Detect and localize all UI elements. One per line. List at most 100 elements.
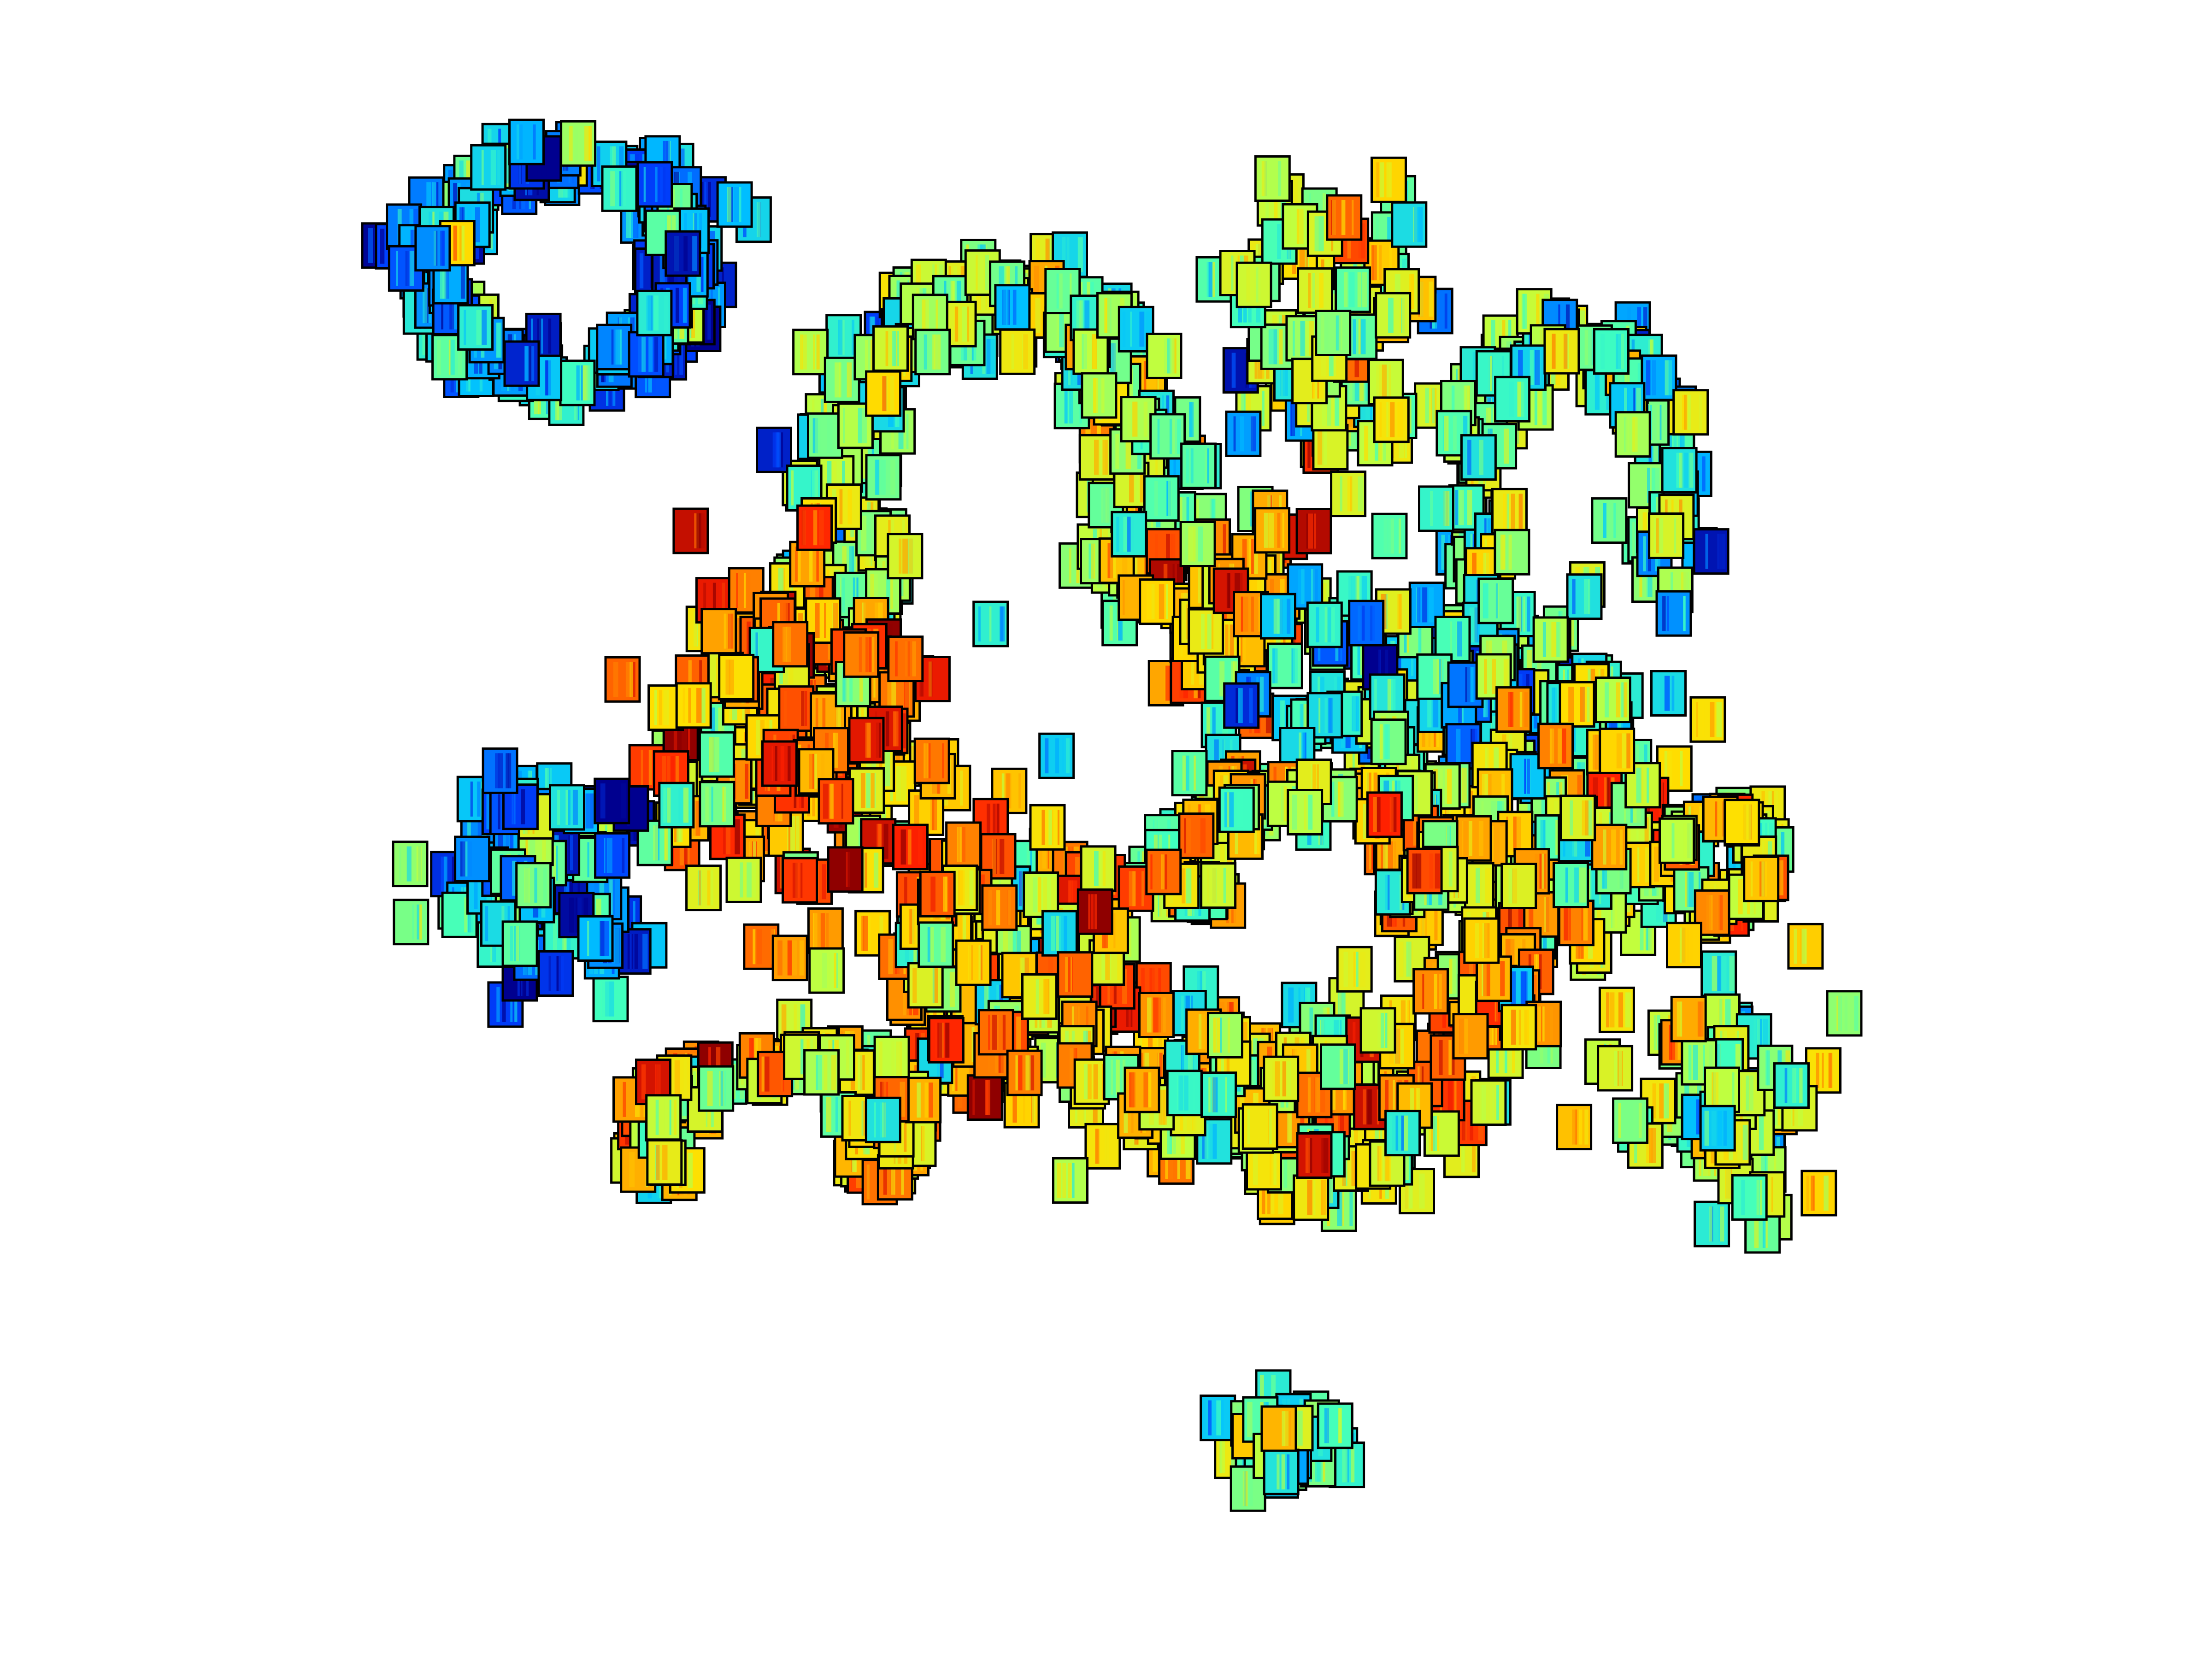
thumbnail-tile [807, 412, 843, 459]
thumbnail-tile [1452, 1013, 1489, 1060]
thumbnail-tile [1599, 727, 1635, 774]
thumbnail-tile [1038, 732, 1075, 779]
thumbnail-tile [1218, 786, 1255, 833]
thumbnail-tile [771, 935, 808, 982]
thumbnail-tile [1149, 413, 1186, 460]
thumbnail-tile [1463, 917, 1500, 964]
thumbnail-tile [1178, 812, 1215, 859]
thumbnail-tile [1373, 396, 1410, 443]
thumbnail-tile [457, 304, 494, 351]
thumbnail-tile [1021, 973, 1058, 1020]
thumbnail-tile [549, 784, 585, 831]
thumbnail-tile [1315, 310, 1352, 356]
thumbnail-tile [577, 915, 614, 962]
thumbnail-tile [1591, 497, 1628, 544]
thumbnail-tile [1052, 1157, 1088, 1204]
thumbnail-tile [1084, 1123, 1121, 1170]
thumbnail-tile [1661, 447, 1698, 494]
thumbnail-tile [1495, 686, 1532, 733]
thumbnail-tile [501, 920, 538, 967]
thumbnail-tile [1293, 1174, 1330, 1221]
thumbnail-tile [665, 230, 701, 277]
thumbnail-tile [778, 685, 815, 732]
thumbnail-tile [1391, 201, 1428, 248]
thumbnail-tile [1077, 888, 1113, 935]
thumbnail-tile [700, 608, 737, 655]
thumbnail-tile [1598, 986, 1635, 1033]
thumbnail-tile [818, 778, 854, 825]
thumbnail-tile [981, 884, 1018, 931]
thumbnail-tile [515, 862, 552, 909]
thumbnail-tile [1724, 799, 1760, 846]
thumbnail-tile [1655, 590, 1692, 637]
thumbnail-tile [994, 284, 1031, 331]
thumbnail-tile [1330, 471, 1367, 518]
thumbnail-tile [592, 976, 629, 1023]
thumbnail-tile [1179, 521, 1216, 567]
thumbnail-tile [1335, 266, 1371, 313]
thumbnail-tile [827, 846, 864, 893]
thumbnail-tile [636, 289, 673, 336]
thumbnail-tile [1773, 1062, 1810, 1109]
thumbnail-tile [907, 962, 944, 1009]
thumbnail-tile [1731, 1174, 1768, 1221]
thumbnail-tile [1500, 863, 1537, 909]
thumbnail-tile [1260, 593, 1296, 640]
thumbnail-tile [1566, 573, 1603, 620]
thumbnail-tile [1650, 670, 1687, 717]
thumbnail-tile [725, 856, 762, 903]
thumbnail-tile [601, 165, 638, 212]
thumbnail-tile [393, 899, 429, 946]
thumbnail-tile [1225, 410, 1262, 457]
thumbnail-tile [658, 782, 695, 829]
thumbnail-tile [1491, 488, 1528, 535]
thumbnail-tile [772, 621, 809, 668]
thumbnail-tile [1693, 528, 1730, 575]
thumbnail-tile [1641, 354, 1677, 401]
thumbnail-tile [1614, 411, 1651, 458]
thumbnail-tile [1787, 923, 1824, 970]
thumbnail-tile [1537, 723, 1574, 770]
thumbnail-tile [1254, 507, 1291, 554]
thumbnail-tile [1029, 804, 1066, 851]
thumbnail-tile [1370, 718, 1407, 765]
thumbnail-tile [1659, 817, 1695, 864]
thumbnail-tile [1366, 791, 1403, 838]
thumbnail-tile [1418, 485, 1454, 532]
thumbnail-tile [559, 359, 596, 406]
thumbnail-tile [1743, 855, 1780, 902]
thumbnail-tile [1556, 1104, 1593, 1151]
thumbnail-tile [1326, 194, 1363, 241]
thumbnail-tile [955, 939, 992, 986]
thumbnail-tile [913, 737, 950, 784]
thumbnail-tile [1260, 1405, 1297, 1452]
thumbnail-tile [1406, 847, 1443, 894]
thumbnail-tile [1166, 1070, 1203, 1117]
thumbnail-tile [1263, 1055, 1300, 1102]
thumbnail-tile [843, 631, 880, 678]
thumbnail-tile [1494, 376, 1531, 423]
thumbnail-tile [414, 225, 451, 272]
thumbnail-tile [865, 1096, 901, 1143]
thumbnail-tile [1081, 372, 1118, 419]
thumbnail-tile [1078, 434, 1115, 481]
thumbnail-tile [1412, 968, 1449, 1015]
thumbnail-tile [1266, 642, 1303, 689]
thumbnail-tile [1532, 616, 1569, 663]
thumbnail-tile [807, 907, 844, 954]
thumbnail-tile [887, 533, 924, 580]
thumbnail-tile [698, 1065, 735, 1112]
thumbnail-tile [782, 857, 818, 904]
thumbnail-tile [1553, 862, 1589, 908]
thumbnail-tile [1371, 512, 1408, 559]
thumbnail-tile [1306, 601, 1343, 648]
thumbnail-tile [873, 1035, 910, 1082]
thumbnail-tile [594, 777, 630, 824]
thumbnail-tile [470, 144, 507, 191]
thumbnail-tile [1124, 1066, 1160, 1113]
thumbnail-tile [1375, 292, 1412, 339]
thumbnail-tile [1295, 508, 1332, 554]
thumbnail-tile [1041, 910, 1078, 957]
thumbnail-tile [1559, 681, 1595, 728]
